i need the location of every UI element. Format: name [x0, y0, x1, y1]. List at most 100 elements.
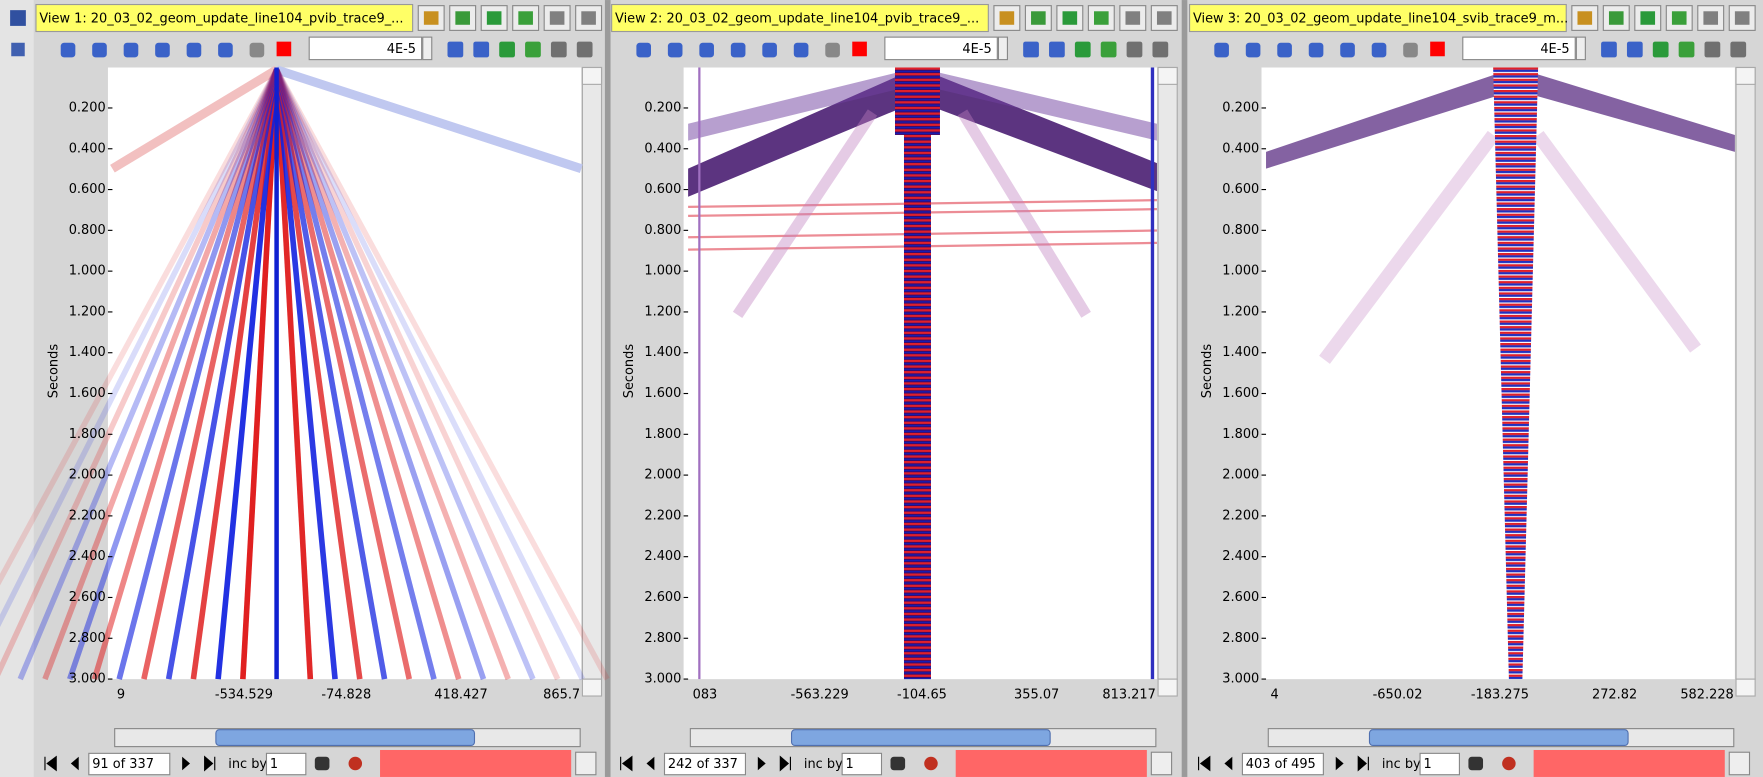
h-scroll-thumb[interactable]: [215, 729, 476, 747]
tool-icon[interactable]: [499, 41, 515, 58]
tool-icon[interactable]: [730, 42, 746, 58]
tool-icon[interactable]: [1152, 41, 1169, 58]
last-button[interactable]: [779, 755, 791, 772]
tool-icon[interactable]: [762, 42, 777, 58]
tool-icon[interactable]: [825, 42, 840, 58]
tool-icon[interactable]: [1126, 41, 1143, 58]
bug-button[interactable]: [924, 756, 938, 771]
tool-icon[interactable]: [1704, 41, 1721, 58]
edit-button[interactable]: [1150, 751, 1173, 776]
first-button[interactable]: [620, 755, 633, 772]
tool-icon[interactable]: [60, 42, 76, 58]
v-scroll-up[interactable]: [1157, 66, 1178, 85]
scale-spinner[interactable]: [1575, 36, 1586, 61]
tool-icon[interactable]: [1308, 42, 1324, 58]
tool-icon[interactable]: [793, 42, 809, 58]
v-scrollbar[interactable]: [581, 66, 603, 680]
tool-icon[interactable]: [1049, 41, 1065, 58]
position-box[interactable]: [663, 752, 747, 776]
h-scroll-thumb[interactable]: [790, 729, 1051, 747]
next-button[interactable]: [1335, 756, 1344, 771]
tool-icon[interactable]: [1626, 41, 1643, 58]
edit-button[interactable]: [575, 751, 597, 776]
tool-icon[interactable]: [123, 42, 139, 58]
v-scrollbar[interactable]: [1735, 66, 1756, 680]
tool-icon[interactable]: [525, 41, 541, 58]
inc-box[interactable]: [841, 752, 883, 776]
last-button[interactable]: [1357, 755, 1369, 772]
tool-icon[interactable]: [1100, 41, 1117, 58]
first-button[interactable]: [1198, 755, 1211, 772]
position-box[interactable]: [1241, 752, 1324, 776]
find-button[interactable]: [314, 756, 330, 771]
prev-button[interactable]: [1224, 756, 1233, 771]
tool-icon[interactable]: [1340, 42, 1355, 58]
x-tick-label: -104.65: [897, 687, 947, 702]
tool-icon[interactable]: [249, 42, 265, 58]
scale-box[interactable]: [884, 36, 998, 61]
title-button[interactable]: [1056, 5, 1084, 31]
v-scroll-down[interactable]: [581, 678, 603, 697]
splitter[interactable]: [604, 0, 611, 777]
tool-icon[interactable]: [11, 42, 25, 57]
bug-button[interactable]: [348, 756, 363, 771]
tool-icon[interactable]: [155, 42, 170, 58]
v-scroll-down[interactable]: [1735, 678, 1756, 697]
prev-button[interactable]: [646, 756, 655, 771]
inc-box[interactable]: [265, 752, 307, 776]
tool-icon[interactable]: [1730, 41, 1747, 58]
edit-button[interactable]: [1728, 751, 1751, 776]
inc-box[interactable]: [1419, 752, 1460, 776]
tool-icon[interactable]: [1074, 41, 1091, 58]
x-tick-label: 813.217: [1102, 687, 1155, 702]
tool-icon[interactable]: [1601, 41, 1617, 58]
tool-icon[interactable]: [473, 41, 490, 58]
bug-button[interactable]: [1502, 756, 1516, 771]
v-scroll-down[interactable]: [1157, 678, 1178, 697]
h-scroll-thumb[interactable]: [1368, 729, 1629, 747]
tool-icon[interactable]: [218, 42, 233, 58]
v-scroll-up[interactable]: [581, 66, 603, 85]
scale-spinner[interactable]: [997, 36, 1008, 61]
stop-icon[interactable]: [852, 41, 867, 57]
y-tick-label: 1.000: [69, 264, 106, 279]
last-button[interactable]: [204, 755, 216, 772]
tool-icon[interactable]: [1277, 42, 1292, 58]
tool-icon[interactable]: [1403, 42, 1418, 58]
y-tick-label: 2.800: [1222, 631, 1259, 646]
stop-icon[interactable]: [1430, 41, 1445, 57]
tool-icon[interactable]: [699, 42, 714, 58]
tool-icon[interactable]: [576, 41, 593, 58]
first-button[interactable]: [44, 755, 57, 772]
prev-button[interactable]: [70, 756, 79, 771]
tool-icon[interactable]: [1214, 42, 1229, 58]
tool-icon[interactable]: [636, 42, 652, 58]
next-button[interactable]: [182, 756, 191, 771]
position-box[interactable]: [88, 752, 171, 776]
title-button[interactable]: [1602, 5, 1630, 31]
tool-icon[interactable]: [186, 42, 202, 58]
tool-icon[interactable]: [1678, 41, 1695, 58]
y-tick-label: 0.600: [644, 182, 681, 197]
x-tick-label: -650.02: [1373, 687, 1423, 702]
find-button[interactable]: [1468, 756, 1484, 771]
tool-icon[interactable]: [447, 41, 464, 58]
v-scrollbar[interactable]: [1157, 66, 1178, 680]
app-icon[interactable]: [10, 10, 26, 26]
y-tick-label: 2.200: [69, 508, 106, 523]
find-button[interactable]: [890, 756, 906, 771]
tool-icon[interactable]: [1023, 41, 1039, 58]
scale-box[interactable]: [1462, 36, 1576, 61]
scale-spinner[interactable]: [422, 36, 433, 61]
tool-icon[interactable]: [1652, 41, 1669, 58]
tool-icon[interactable]: [1371, 42, 1387, 58]
splitter[interactable]: [1181, 0, 1188, 777]
stop-icon[interactable]: [276, 41, 292, 57]
tool-icon[interactable]: [92, 42, 107, 58]
scale-box[interactable]: [308, 36, 423, 61]
tool-icon[interactable]: [550, 41, 567, 58]
tool-icon[interactable]: [667, 42, 683, 58]
next-button[interactable]: [757, 756, 766, 771]
tool-icon[interactable]: [1245, 42, 1261, 58]
v-scroll-up[interactable]: [1735, 66, 1756, 85]
